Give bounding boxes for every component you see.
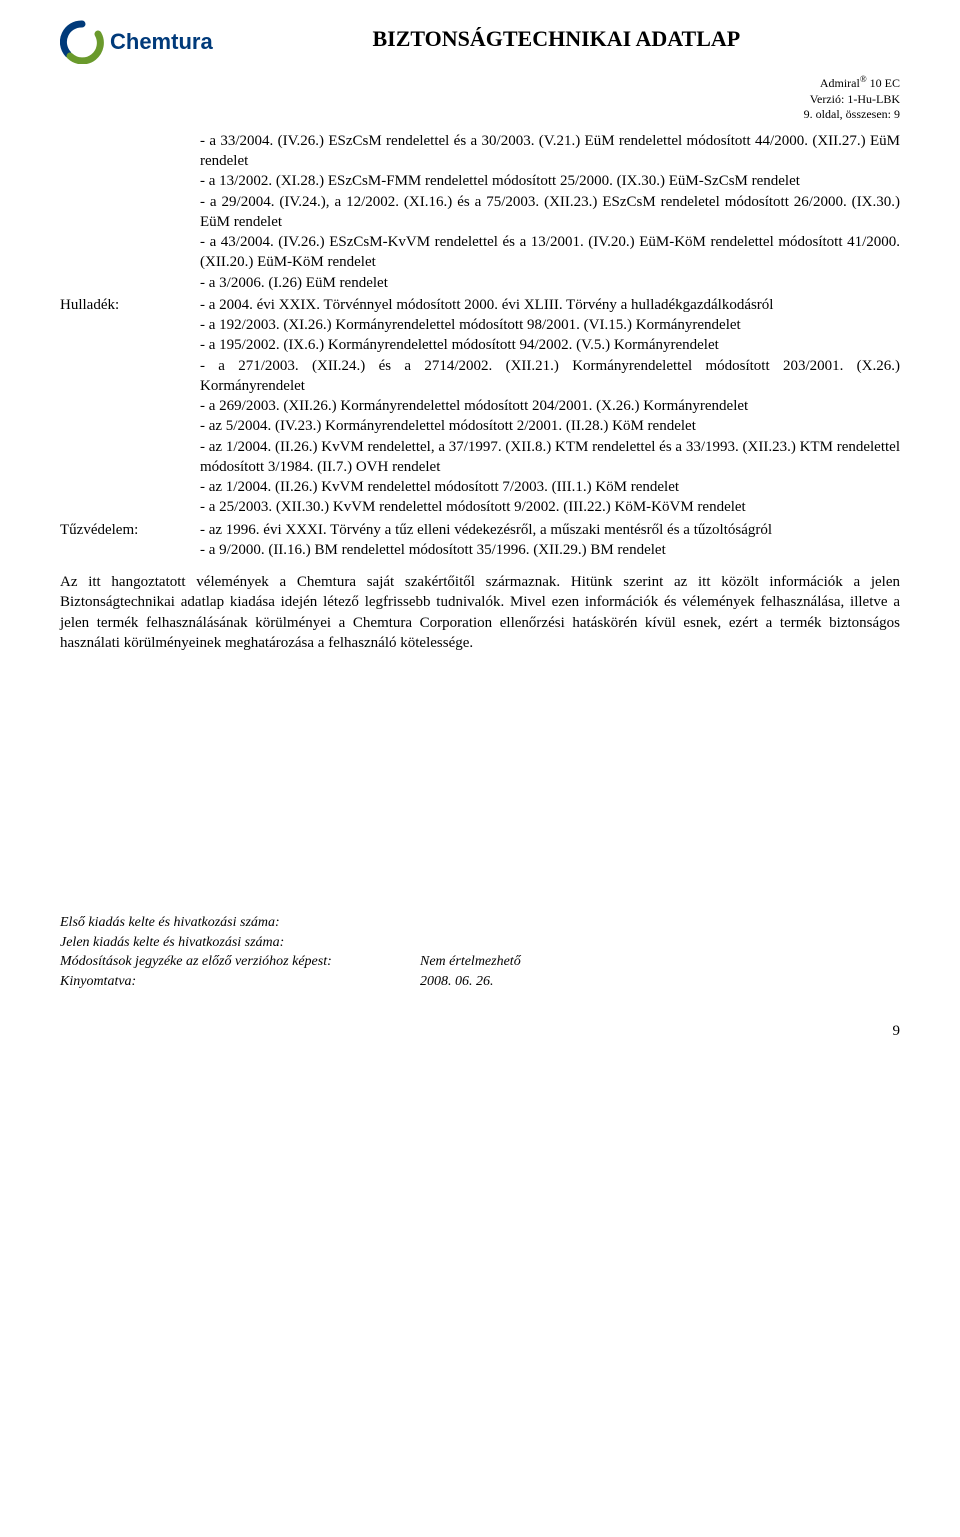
footer-row: Jelen kiadás kelte és hivatkozási száma: [60, 933, 900, 953]
logo: Chemtura [60, 20, 213, 64]
meta-line-2: Verzió: 1-Hu-LBK [60, 92, 900, 108]
section-text: - a 2004. évi XXIX. Törvénnyel módosítot… [200, 295, 900, 518]
intro-text: - a 33/2004. (IV.26.) ESzCsM rendelettel… [200, 131, 900, 293]
section-text: - az 1996. évi XXXI. Törvény a tűz ellen… [200, 520, 900, 561]
document-title: BIZTONSÁGTECHNIKAI ADATLAP [213, 20, 900, 54]
chemtura-logo-icon [60, 20, 104, 64]
section-row: Hulladék:- a 2004. évi XXIX. Törvénnyel … [60, 295, 900, 518]
footer-block: Első kiadás kelte és hivatkozási száma:J… [60, 913, 900, 991]
section-row: Tűzvédelem:- az 1996. évi XXXI. Törvény … [60, 520, 900, 561]
footer-row: Első kiadás kelte és hivatkozási száma: [60, 913, 900, 933]
meta-line-3: 9. oldal, összesen: 9 [60, 107, 900, 123]
footer-row: Módosítások jegyzéke az előző verzióhoz … [60, 952, 900, 972]
meta-block: Admiral® 10 EC Verzió: 1-Hu-LBK 9. oldal… [60, 74, 900, 123]
section-label: Hulladék: [60, 295, 200, 518]
footer-label: Kinyomtatva: [60, 972, 420, 992]
header: Chemtura BIZTONSÁGTECHNIKAI ADATLAP [60, 20, 900, 64]
logo-text: Chemtura [110, 27, 213, 57]
intro-row: - a 33/2004. (IV.26.) ESzCsM rendelettel… [60, 131, 900, 293]
footer-value: Nem értelmezhető [420, 952, 900, 972]
footer-row: Kinyomtatva:2008. 06. 26. [60, 972, 900, 992]
page-number: 9 [60, 1021, 900, 1041]
footer-value: 2008. 06. 26. [420, 972, 900, 992]
meta-line-1: Admiral® 10 EC [60, 74, 900, 92]
intro-label [60, 131, 200, 293]
footer-label: Első kiadás kelte és hivatkozási száma: [60, 913, 420, 933]
footer-label: Módosítások jegyzéke az előző verzióhoz … [60, 952, 420, 972]
footer-label: Jelen kiadás kelte és hivatkozási száma: [60, 933, 420, 953]
disclaimer: Az itt hangoztatott vélemények a Chemtur… [60, 572, 900, 653]
footer-value [420, 913, 900, 933]
section-label: Tűzvédelem: [60, 520, 200, 561]
footer-value [420, 933, 900, 953]
